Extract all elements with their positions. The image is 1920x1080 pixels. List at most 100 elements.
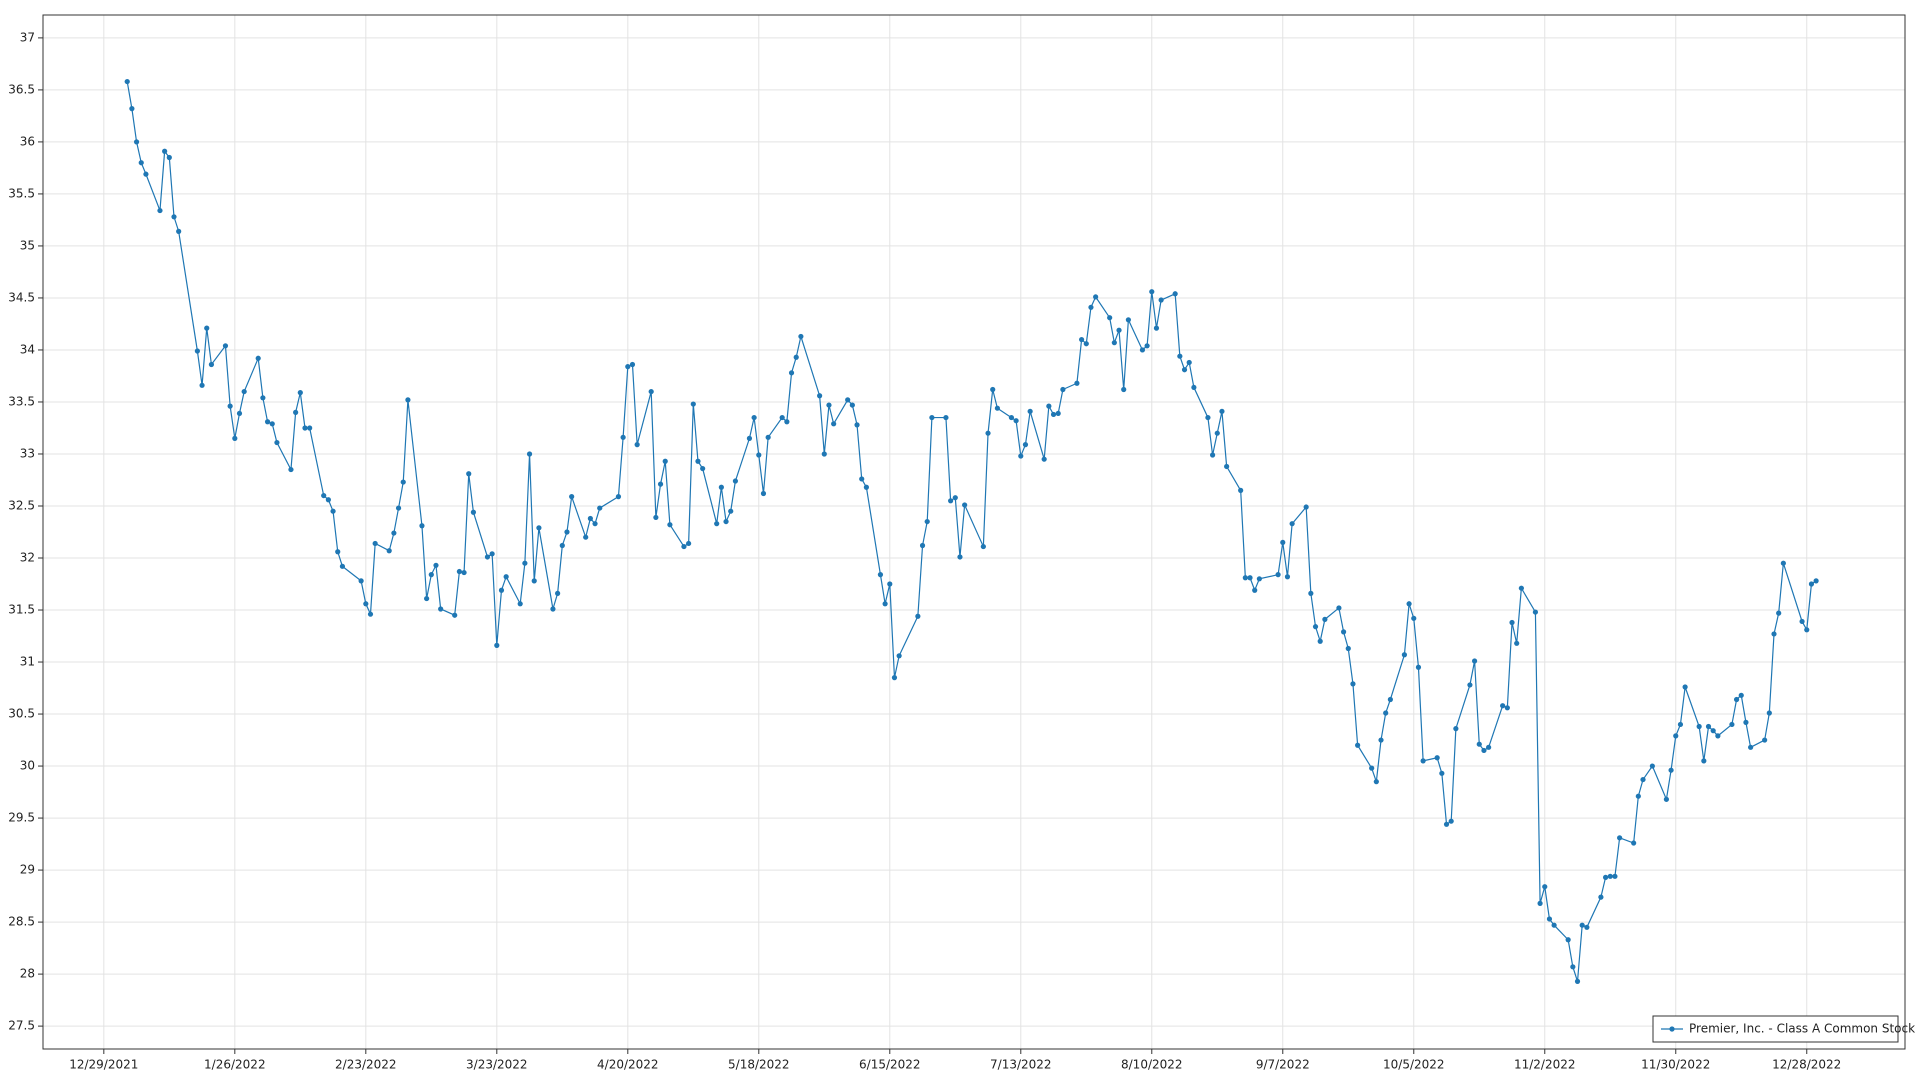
data-point bbox=[854, 422, 860, 428]
data-point bbox=[882, 601, 888, 607]
data-point bbox=[1312, 624, 1319, 630]
data-point bbox=[208, 361, 215, 368]
data-point bbox=[260, 395, 266, 401]
data-point bbox=[1500, 703, 1506, 709]
data-point bbox=[1219, 408, 1225, 414]
data-point bbox=[985, 430, 991, 436]
y-tick-label: 29 bbox=[20, 863, 35, 877]
data-point bbox=[690, 401, 696, 407]
data-point bbox=[1804, 627, 1810, 633]
legend-box bbox=[1652, 1015, 1899, 1043]
data-point bbox=[1013, 418, 1019, 424]
data-point bbox=[1041, 456, 1047, 462]
data-point bbox=[1443, 821, 1450, 827]
data-point bbox=[1350, 681, 1356, 687]
data-point bbox=[321, 492, 327, 499]
data-point bbox=[129, 106, 135, 112]
data-point bbox=[760, 490, 767, 497]
y-tick-label: 28.5 bbox=[8, 915, 35, 929]
data-point bbox=[1238, 487, 1244, 493]
data-point bbox=[1387, 696, 1393, 703]
data-point bbox=[859, 476, 865, 482]
data-point bbox=[1284, 574, 1291, 580]
data-point bbox=[1677, 721, 1684, 728]
data-point bbox=[695, 458, 701, 464]
data-point bbox=[391, 530, 397, 536]
data-point bbox=[587, 515, 593, 522]
data-point bbox=[428, 572, 434, 578]
data-point bbox=[1762, 737, 1768, 743]
data-point bbox=[1514, 640, 1520, 646]
data-point bbox=[1345, 645, 1351, 652]
data-point bbox=[1448, 818, 1454, 824]
data-point bbox=[1322, 616, 1328, 622]
data-point bbox=[199, 382, 205, 388]
data-point bbox=[171, 214, 177, 220]
data-point bbox=[686, 540, 692, 547]
data-point bbox=[1018, 453, 1024, 459]
data-point bbox=[419, 523, 425, 529]
x-tick-label: 4/20/2022 bbox=[597, 1058, 659, 1072]
data-point bbox=[1453, 726, 1459, 732]
data-point bbox=[461, 569, 467, 576]
data-point bbox=[817, 393, 823, 399]
data-point bbox=[887, 581, 893, 587]
data-point bbox=[194, 348, 200, 354]
y-tick-label: 36 bbox=[20, 134, 35, 148]
data-point bbox=[845, 397, 851, 403]
x-tick-label: 12/28/2022 bbox=[1772, 1058, 1841, 1072]
data-point bbox=[1406, 601, 1412, 607]
data-point bbox=[1046, 403, 1052, 409]
data-point bbox=[831, 421, 837, 427]
data-point bbox=[1808, 581, 1815, 587]
data-point bbox=[438, 606, 444, 612]
y-tick-label: 33 bbox=[20, 446, 35, 460]
data-point bbox=[517, 601, 523, 607]
data-point bbox=[1574, 978, 1581, 984]
data-point bbox=[1280, 539, 1286, 546]
data-point bbox=[1336, 605, 1342, 611]
data-point bbox=[1612, 873, 1618, 879]
data-point bbox=[395, 505, 402, 511]
data-point bbox=[1504, 705, 1510, 711]
data-point bbox=[1635, 793, 1641, 799]
data-point bbox=[494, 642, 500, 648]
data-point bbox=[1420, 758, 1426, 764]
data-point bbox=[751, 414, 757, 421]
data-point bbox=[929, 414, 935, 421]
data-point bbox=[1813, 578, 1819, 584]
data-point bbox=[952, 495, 958, 501]
x-tick-label: 9/7/2022 bbox=[1256, 1058, 1310, 1072]
data-point bbox=[1673, 733, 1679, 739]
data-point bbox=[1088, 304, 1094, 310]
data-point bbox=[919, 542, 926, 549]
data-point bbox=[1214, 430, 1220, 436]
data-point bbox=[138, 160, 144, 166]
data-point bbox=[550, 606, 556, 612]
x-tick-label: 2/23/2022 bbox=[335, 1058, 397, 1072]
data-point bbox=[1074, 380, 1080, 386]
data-point bbox=[728, 508, 734, 514]
data-point bbox=[1153, 325, 1160, 331]
data-point bbox=[1738, 692, 1744, 698]
data-point bbox=[176, 228, 182, 234]
data-point bbox=[1705, 723, 1712, 730]
data-point bbox=[489, 551, 495, 557]
data-point bbox=[1481, 747, 1487, 754]
data-point bbox=[681, 543, 687, 550]
data-point bbox=[714, 521, 720, 527]
data-point bbox=[821, 451, 827, 457]
y-tick-label: 30 bbox=[20, 759, 35, 773]
data-point bbox=[765, 434, 771, 440]
data-point bbox=[433, 562, 439, 568]
data-point bbox=[990, 386, 996, 393]
data-point bbox=[1121, 386, 1127, 393]
data-point bbox=[1570, 964, 1576, 970]
data-point bbox=[957, 554, 963, 560]
data-point bbox=[657, 481, 664, 487]
data-point bbox=[1022, 442, 1029, 448]
data-point bbox=[124, 78, 130, 85]
y-tick-label: 35 bbox=[20, 238, 35, 252]
data-point bbox=[625, 364, 631, 370]
data-point bbox=[1172, 291, 1178, 297]
